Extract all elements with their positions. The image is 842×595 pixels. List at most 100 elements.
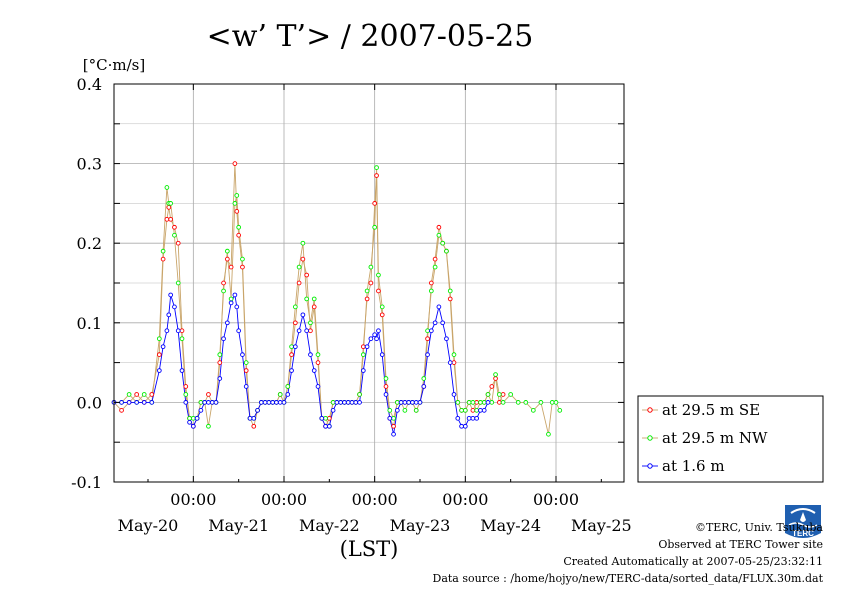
data-point xyxy=(470,400,476,405)
data-point xyxy=(234,193,240,198)
x-time-label: 00:00 xyxy=(261,490,307,509)
legend: at 29.5 m SE at 29.5 m NW at 1.6 m xyxy=(637,395,824,483)
data-point xyxy=(417,400,423,405)
data-point xyxy=(236,232,242,238)
data-point xyxy=(387,408,393,413)
data-point xyxy=(391,415,396,421)
data-point xyxy=(330,400,336,405)
data-point xyxy=(428,280,434,286)
data-point xyxy=(489,400,495,405)
data-point xyxy=(394,408,400,413)
data-point xyxy=(166,312,172,318)
data-point xyxy=(266,400,272,405)
data-point xyxy=(228,296,234,302)
data-point xyxy=(462,423,468,429)
data-point xyxy=(172,224,177,230)
x-date-label: May-22 xyxy=(299,516,360,535)
data-point xyxy=(379,352,385,357)
y-axis-unit: [°C·m/s] xyxy=(83,56,145,74)
data-point xyxy=(470,415,476,421)
data-point xyxy=(134,392,140,397)
data-point xyxy=(119,400,124,405)
data-point xyxy=(224,320,230,326)
data-point xyxy=(234,209,240,214)
data-point xyxy=(296,264,302,270)
data-point xyxy=(232,292,238,298)
data-point xyxy=(206,392,211,397)
data-point xyxy=(374,173,379,178)
x-date-label: May-25 xyxy=(571,516,632,535)
data-point xyxy=(255,408,260,413)
data-point xyxy=(311,368,317,373)
data-point xyxy=(292,344,298,350)
data-point xyxy=(304,328,310,334)
data-point xyxy=(160,248,166,254)
data-point xyxy=(175,240,181,246)
x-time-label: 00:00 xyxy=(170,490,216,509)
data-point xyxy=(421,384,427,389)
copyright-text: ©TERC, Univ. Tsukuba xyxy=(694,521,823,534)
x-date-label: May-24 xyxy=(480,516,541,535)
data-point xyxy=(496,400,502,405)
data-point xyxy=(459,423,464,429)
data-point xyxy=(485,392,491,397)
data-point xyxy=(342,400,347,405)
data-point xyxy=(243,384,249,389)
data-point xyxy=(459,408,464,413)
data-point xyxy=(440,320,446,326)
data-point xyxy=(311,304,317,310)
data-point xyxy=(232,201,238,206)
data-point xyxy=(538,400,544,405)
data-point xyxy=(432,320,438,326)
data-point xyxy=(289,352,294,357)
data-point xyxy=(168,292,174,298)
data-point xyxy=(240,352,245,357)
x-axis-ticks: 00:00 00:00 00:00 00:00 00:00 May-20 May-21 May… xyxy=(118,84,632,535)
legend-label: at 29.5 m SE xyxy=(662,401,760,419)
data-point xyxy=(368,280,374,286)
x-date-label: May-21 xyxy=(208,516,269,535)
data-point xyxy=(523,400,529,405)
chart-title: <w’ T’> / 2007-05-25 xyxy=(207,19,534,54)
data-point xyxy=(183,400,189,405)
data-point xyxy=(474,408,480,413)
data-point xyxy=(160,256,166,262)
data-point xyxy=(508,392,514,397)
data-point xyxy=(425,352,430,357)
data-point xyxy=(391,431,396,437)
data-point xyxy=(149,392,155,397)
data-point xyxy=(455,400,461,405)
data-point xyxy=(391,423,396,429)
data-point xyxy=(247,415,253,421)
data-point xyxy=(436,232,442,238)
data-point xyxy=(478,400,483,405)
data-point xyxy=(240,264,245,270)
data-point xyxy=(374,336,379,342)
y-tick-label: -0.1 xyxy=(71,473,102,492)
data-point xyxy=(236,328,242,334)
x-date-label: May-23 xyxy=(390,516,451,535)
data-point xyxy=(546,431,551,437)
data-point xyxy=(364,288,370,294)
data-point xyxy=(478,408,483,413)
data-point xyxy=(179,328,185,334)
data-point xyxy=(413,408,419,413)
data-point xyxy=(206,423,211,429)
x-time-label: 00:00 xyxy=(533,490,579,509)
data-point xyxy=(175,280,181,286)
data-point xyxy=(281,400,287,405)
data-point xyxy=(168,216,174,222)
data-point xyxy=(398,400,404,405)
data-point xyxy=(387,415,393,421)
data-point xyxy=(357,392,362,397)
data-point xyxy=(368,264,374,270)
data-point xyxy=(187,419,192,425)
data-point xyxy=(194,415,200,421)
data-point xyxy=(485,400,491,405)
data-point xyxy=(372,224,378,230)
data-point xyxy=(549,400,555,405)
data-point xyxy=(447,360,453,365)
y-tick-label: 0.0 xyxy=(77,393,102,412)
data-point xyxy=(496,392,502,397)
data-point xyxy=(126,400,132,405)
